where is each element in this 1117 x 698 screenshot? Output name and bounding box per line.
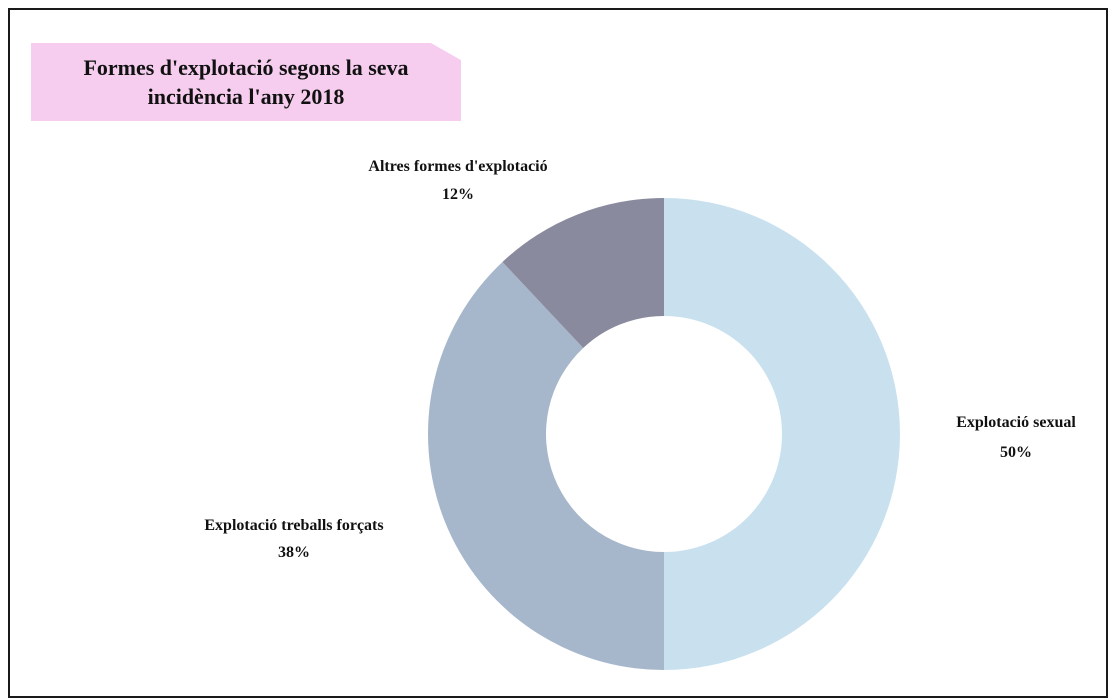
- donut-slice-2: [502, 198, 664, 348]
- chart-title-banner: Formes d'explotació segons la seva incid…: [31, 43, 461, 121]
- slice-label-explotacio-sexual: Explotació sexual: [956, 414, 1076, 431]
- donut-slices: [428, 198, 900, 670]
- donut-chart: Explotació sexual 50% Explotació treball…: [204, 158, 1076, 670]
- donut-slice-1: [428, 261, 664, 670]
- slice-label-altres-formes: Altres formes d'explotació: [368, 158, 547, 175]
- slice-value-explotacio-treballs-forcats: 38%: [278, 544, 310, 561]
- slice-value-explotacio-sexual: 50%: [1000, 444, 1032, 461]
- slice-value-altres-formes: 12%: [442, 186, 474, 203]
- donut-slice-0: [664, 198, 900, 670]
- slice-label-explotacio-treballs-forcats: Explotació treballs forçats: [204, 517, 383, 534]
- chart-title: Formes d'explotació segons la seva incid…: [83, 55, 409, 109]
